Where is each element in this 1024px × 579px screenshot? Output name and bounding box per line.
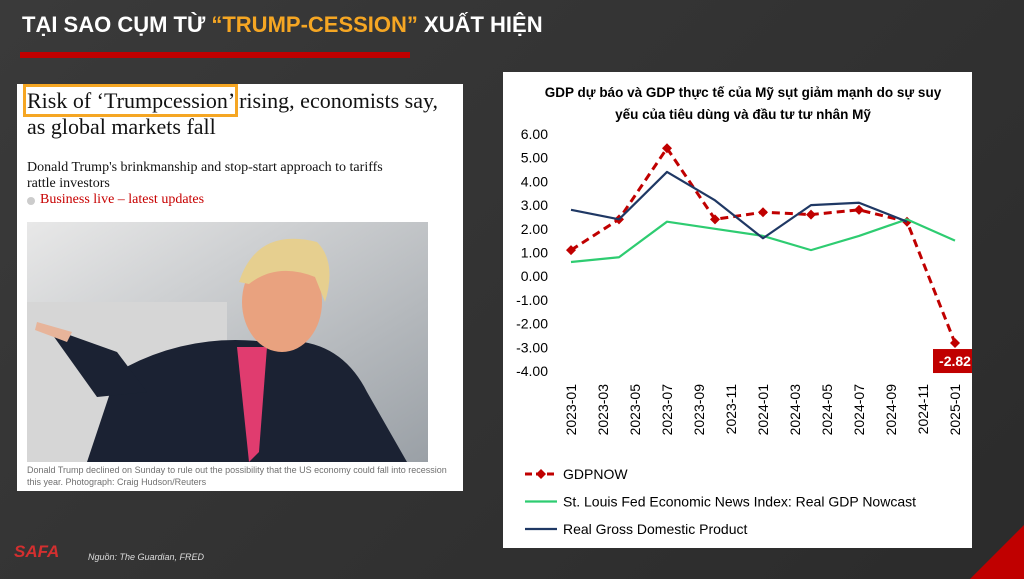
y-tick-label: -3.00 (516, 339, 548, 355)
live-link[interactable]: Business live – latest updates (40, 192, 205, 207)
point-marker (854, 204, 864, 215)
x-tick-label: 2024-03 (787, 384, 803, 436)
corner-triangle (970, 525, 1024, 579)
title-prefix: TẠI SAO CỤM TỪ (22, 12, 212, 37)
point-marker (566, 245, 576, 256)
point-marker (950, 338, 960, 349)
legend-label: GDPNOW (563, 466, 628, 482)
x-tick-label: 2024-09 (883, 384, 899, 436)
y-tick-label: 3.00 (521, 197, 548, 213)
chart-panel: 6.00 5.00 4.00 3.00 2.00 1.00 0.00 -1.00 -2.00 -3… (503, 72, 972, 548)
y-tick-label: 0.00 (521, 268, 548, 284)
y-tick-label: -1.00 (516, 292, 548, 308)
live-dot (27, 197, 35, 205)
caption: Donald Trump declined on Sunday to rule … (27, 465, 447, 487)
x-tick-label: 2024-07 (851, 384, 867, 436)
title-underline (20, 52, 410, 58)
title-suffix: XUẤT HIỆN (417, 12, 543, 37)
legend-label: Real Gross Domestic Product (563, 521, 748, 537)
x-tick-label: 2024-01 (755, 384, 771, 436)
legend-marker (536, 469, 546, 479)
photo (27, 222, 428, 462)
face (242, 252, 322, 352)
x-tick-label: 2023-01 (563, 384, 579, 436)
slide-title: TẠI SAO CỤM TỪ “TRUMP-CESSION” XUẤT HIỆN (22, 12, 543, 38)
source: Nguồn: The Guardian, FRED (88, 552, 205, 562)
x-tick-label: 2024-11 (915, 384, 931, 435)
title-highlight: “TRUMP-CESSION” (211, 12, 418, 37)
tie (237, 347, 267, 462)
y-tick-label: 4.00 (521, 173, 548, 189)
series-line (570, 218, 956, 264)
y-tick-label: 1.00 (521, 245, 548, 261)
y-tick-label: 2.00 (521, 221, 548, 237)
data-label-box (933, 349, 972, 374)
arm (47, 327, 147, 397)
point-marker (758, 207, 768, 218)
standfirst: Donald Trump's brinkmanship and stop-sta… (27, 160, 383, 191)
y-tick-label: -2.00 (516, 316, 548, 332)
x-tick-label: 2023-05 (627, 384, 643, 436)
series-line (570, 170, 908, 240)
point-marker (806, 209, 816, 220)
legend-label: St. Louis Fed Economic News Index: Real … (563, 494, 916, 510)
point-marker (662, 143, 672, 154)
x-tick-label: 2023-11 (723, 384, 739, 435)
headline: Risk of ‘Trumpcession’ rising, economist… (23, 84, 447, 140)
x-tick-label: 2024-05 (819, 384, 835, 436)
x-tick-label: 2025-01 (947, 384, 963, 436)
corner-accent (970, 525, 1024, 579)
headline-highlight: Risk of ‘Trumpcession’ (23, 84, 238, 117)
series-line (570, 146, 957, 344)
x-tick-label: 2023-03 (595, 384, 611, 436)
chart: 6.00 5.00 4.00 3.00 2.00 1.00 0.00 -1.00 -2.00 -3… (516, 126, 972, 537)
logo: SAFA (14, 542, 60, 561)
y-tick-label: 6.00 (521, 126, 548, 142)
plot: 6.00 5.00 4.00 3.00 2.00 1.00 0.00 -1.00 -2.00 -3… (516, 126, 972, 537)
y-tick-label: -4.00 (516, 363, 548, 379)
chart-title: GDP dự báo và GDP thực tế của Mỹ sụt giả… (544, 85, 942, 122)
headline-rest: rising, economists say, as global market… (27, 88, 439, 139)
data-label: -2.82 (939, 353, 971, 369)
hand (35, 322, 72, 342)
x-tick-label: 2023-07 (659, 384, 675, 436)
hair (239, 238, 330, 302)
point-marker (710, 214, 720, 225)
y-tick-label: 5.00 (521, 150, 548, 166)
x-tick-label: 2023-09 (691, 384, 707, 436)
news-card: Risk of ‘Trumpcession’ rising, economist… (17, 84, 463, 491)
